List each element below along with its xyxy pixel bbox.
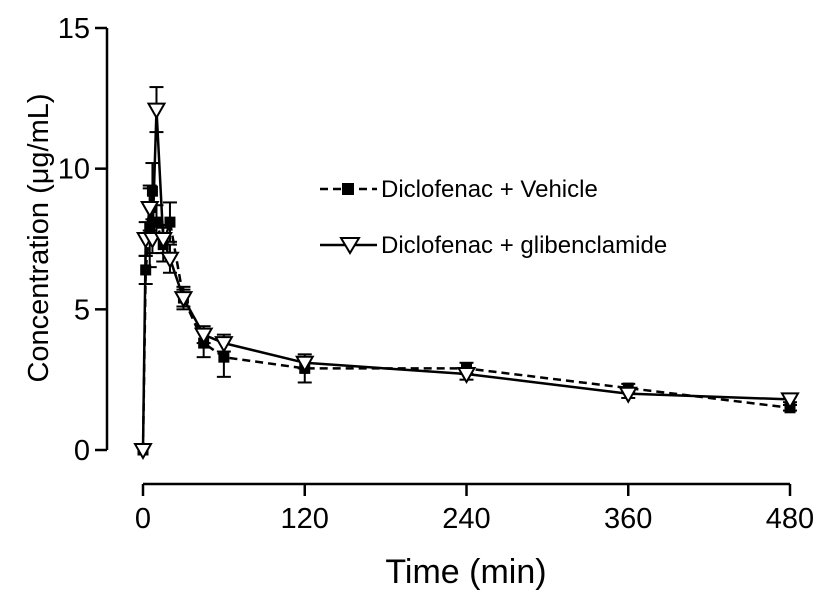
marker-glibenclamide-10 — [146, 102, 167, 120]
y-tick-label-5: 5 — [74, 294, 90, 326]
x-tick-label-0: 0 — [135, 503, 151, 535]
tick-labels: 0 5 10 15 0 120 240 360 480 — [58, 13, 814, 535]
y-tick-label-10: 10 — [58, 154, 90, 186]
x-tick-label-240: 240 — [442, 503, 490, 535]
y-axis-title: Concentration (μg/mL) — [23, 93, 55, 382]
marker-glibenclamide-480 — [780, 392, 800, 410]
marker-vehicle-5 — [144, 222, 156, 234]
marker-vehicle-2 — [140, 264, 152, 276]
marker-vehicle-60 — [218, 351, 230, 363]
series-lines — [141, 108, 791, 451]
marker-glibenclamide-0 — [133, 443, 153, 461]
series-line-glibenclamide — [141, 108, 791, 451]
legend-label-glibenclamide: Diclofenac + glibenclamide — [381, 232, 667, 259]
x-axis-title: Time (min) — [385, 553, 546, 591]
legend: Diclofenac + Vehicle Diclofenac + gliben… — [320, 176, 667, 259]
y-tick-label-0: 0 — [74, 435, 90, 467]
marker-glibenclamide-45 — [193, 327, 214, 345]
marker-glibenclamide-15 — [153, 232, 173, 250]
marker-glibenclamide-20 — [160, 251, 180, 269]
x-tick-label-480: 480 — [766, 503, 814, 535]
marker-glibenclamide-5 — [140, 201, 160, 219]
legend-marker-vehicle — [342, 183, 354, 195]
marker-glibenclamide-30 — [173, 291, 194, 309]
marker-glibenclamide-120 — [295, 355, 315, 373]
marker-glibenclamide-60 — [214, 336, 234, 354]
legend-item-glibenclamide: Diclofenac + glibenclamide — [320, 232, 667, 259]
y-tick-label-15: 15 — [58, 13, 90, 45]
marker-vehicle-7 — [146, 185, 158, 197]
marker-vehicle-20 — [164, 216, 176, 228]
axes — [95, 26, 792, 496]
legend-marker-glibenclamide — [339, 237, 361, 255]
legend-label-vehicle: Diclofenac + Vehicle — [381, 176, 598, 203]
x-tick-label-120: 120 — [281, 503, 329, 535]
marker-glibenclamide-240 — [456, 367, 477, 385]
legend-item-vehicle: Diclofenac + Vehicle — [320, 176, 598, 203]
marker-vehicle-10 — [150, 216, 162, 228]
x-tick-label-360: 360 — [604, 503, 652, 535]
marker-glibenclamide-360 — [618, 386, 638, 404]
series-markers — [133, 102, 800, 461]
series-line-vehicle — [141, 189, 791, 451]
